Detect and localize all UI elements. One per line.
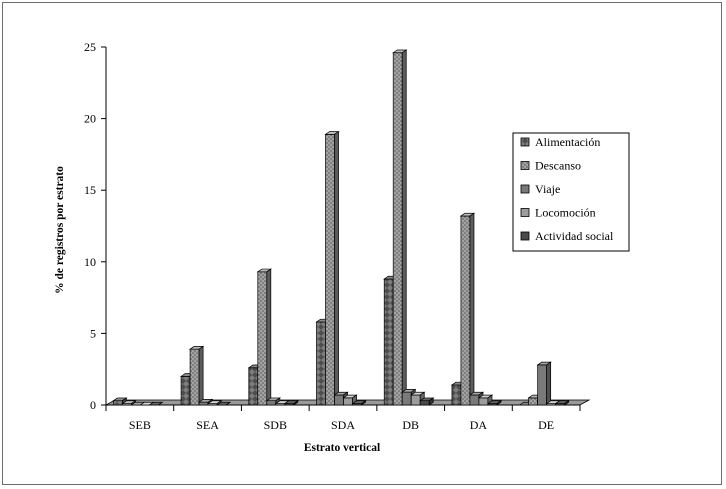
axes (101, 46, 581, 411)
y-tick-labels: 0 5 10 15 20 25 (84, 40, 96, 412)
legend: Alimentación Descanso Viaje Locomoción Activ… (512, 132, 630, 252)
bar (419, 397, 435, 406)
bar (324, 130, 340, 406)
legend-box (512, 132, 630, 252)
x-tick-label: SDB (264, 418, 287, 432)
bar (283, 400, 299, 406)
legend-swatch (520, 231, 530, 241)
x-tick-label: SDA (331, 418, 355, 432)
legend-swatch (520, 184, 530, 194)
x-tick-label: DE (538, 418, 554, 432)
legend-label: Actividad social (535, 229, 614, 243)
bar (351, 400, 367, 406)
bar (256, 268, 272, 406)
legend-label: Alimentación (535, 135, 600, 149)
y-axis-title: % de registros por estrato (54, 166, 66, 294)
y-tick-label: 25 (84, 40, 96, 54)
bars (112, 49, 570, 406)
x-tick-label: DB (402, 418, 419, 432)
legend-swatch (520, 137, 530, 147)
x-tick-label: SEB (129, 418, 151, 432)
y-tick-label: 15 (84, 183, 96, 197)
legend-label: Descanso (535, 159, 581, 173)
bar (554, 400, 570, 406)
y-tick-label: 20 (84, 112, 96, 126)
bar (215, 401, 232, 406)
x-tick-label: SEA (196, 418, 219, 432)
legend-swatch (520, 208, 530, 217)
bar (121, 400, 137, 406)
x-axis-title: Estrato vertical (304, 442, 380, 454)
legend-label: Locomoción (535, 206, 596, 220)
y-tick-label: 10 (84, 255, 96, 269)
chart-frame (2, 2, 722, 485)
legend-label: Viaje (535, 182, 560, 196)
x-tick-labels: SEB SEA SDB SDA DB DA DE (129, 418, 554, 432)
bar (486, 400, 503, 406)
x-tick-label: DA (470, 418, 488, 432)
y-tick-label: 5 (90, 326, 96, 340)
y-tick-label: 0 (90, 398, 96, 412)
bar (188, 345, 205, 406)
legend-swatch (520, 161, 530, 170)
bar (392, 49, 408, 406)
bar (536, 361, 552, 406)
bar (148, 401, 164, 406)
bar (459, 212, 476, 406)
